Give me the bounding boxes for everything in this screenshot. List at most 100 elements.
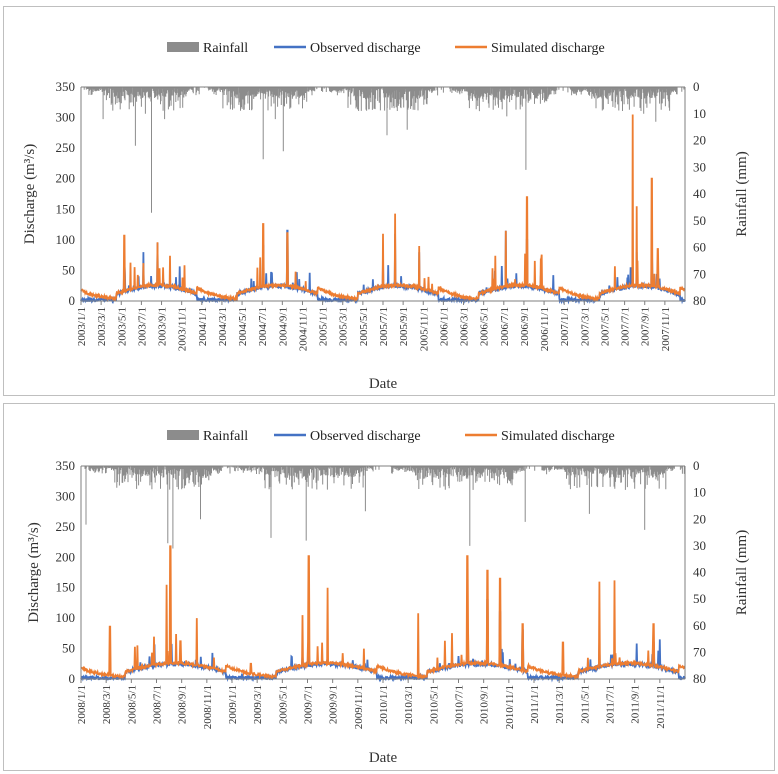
left-tick-label: 200 xyxy=(56,171,76,186)
legend: Rainfall Observed discharge Simulated disc… xyxy=(167,429,615,444)
legend-rainfall-swatch xyxy=(167,430,199,440)
x-tick-label: 2008/9/1 xyxy=(177,685,189,724)
right-tick-label: 70 xyxy=(693,644,706,659)
right-tick-label: 0 xyxy=(693,458,700,473)
x-tick-label: 2005/11/1 xyxy=(418,307,430,351)
x-tick-label: 2006/11/1 xyxy=(539,307,551,351)
x-tick-label: 2006/9/1 xyxy=(519,307,531,346)
x-tick-label: 2004/7/1 xyxy=(257,307,269,346)
right-axis-title: Rainfall (mm) xyxy=(734,530,750,615)
x-tick-label: 2006/7/1 xyxy=(499,307,511,346)
x-tick-label: 2003/3/1 xyxy=(96,307,108,346)
x-tick-label: 2003/5/1 xyxy=(116,307,128,346)
legend-simulated-label: Simulated discharge xyxy=(491,41,605,56)
left-axis-title: Discharge (m³/s) xyxy=(22,144,38,244)
x-tick-label: 2010/1/1 xyxy=(378,685,390,724)
simulated-discharge-line xyxy=(80,545,686,681)
x-tick-label: 2008/3/1 xyxy=(101,685,113,724)
x-axis-title: Date xyxy=(369,376,398,392)
left-tick-label: 350 xyxy=(56,79,76,94)
x-tick-label: 2011/1/1 xyxy=(529,685,541,724)
legend-observed-label: Observed discharge xyxy=(310,41,421,56)
x-tick-label: 2007/3/1 xyxy=(579,307,591,346)
rainfall-bars xyxy=(81,87,685,213)
right-tick-label: 60 xyxy=(693,240,706,255)
simulated-discharge-line xyxy=(80,114,686,303)
x-tick-label: 2004/1/1 xyxy=(197,307,209,346)
x-tick-label: 2010/5/1 xyxy=(428,685,440,724)
x-tick-label: 2007/9/1 xyxy=(640,307,652,346)
rainfall-bars xyxy=(84,466,685,549)
x-tick-label: 2005/5/1 xyxy=(358,307,370,346)
right-tick-label: 10 xyxy=(693,106,706,121)
x-tick-label: 2011/7/1 xyxy=(605,685,617,724)
x-tick-label: 2010/9/1 xyxy=(479,685,491,724)
legend-rainfall-swatch xyxy=(167,42,199,52)
right-tick-label: 60 xyxy=(693,618,706,633)
rainfall-series xyxy=(81,87,685,213)
x-tick-label: 2007/5/1 xyxy=(599,307,611,346)
x-tick-label: 2003/9/1 xyxy=(157,307,169,346)
left-tick-label: 100 xyxy=(56,610,76,625)
left-tick-label: 300 xyxy=(56,488,76,503)
x-tick-label: 2006/5/1 xyxy=(479,307,491,346)
x-tick-label: 2003/1/1 xyxy=(76,307,88,346)
x-tick-label: 2007/1/1 xyxy=(559,307,571,346)
right-tick-label: 80 xyxy=(693,671,706,686)
right-tick-label: 50 xyxy=(693,213,706,228)
right-tick-label: 30 xyxy=(693,159,706,174)
x-tick-label: 2011/9/1 xyxy=(630,685,642,724)
legend-rainfall-label: Rainfall xyxy=(203,429,248,444)
x-tick-label: 2010/7/1 xyxy=(454,685,466,724)
left-tick-label: 0 xyxy=(69,671,76,686)
right-axis-title: Rainfall (mm) xyxy=(734,151,750,236)
x-tick-label: 2011/5/1 xyxy=(579,685,591,724)
x-tick-label: 2005/9/1 xyxy=(398,307,410,346)
rainfall-series xyxy=(84,466,685,549)
legend-simulated-label: Simulated discharge xyxy=(501,429,615,444)
right-tick-label: 50 xyxy=(693,591,706,606)
x-tick-label: 2009/1/1 xyxy=(227,685,239,724)
left-tick-label: 350 xyxy=(56,458,76,473)
right-tick-label: 0 xyxy=(693,79,700,94)
left-tick-label: 150 xyxy=(56,580,76,595)
x-tick-label: 2006/3/1 xyxy=(459,307,471,346)
right-tick-label: 40 xyxy=(693,565,706,580)
right-tick-label: 40 xyxy=(693,186,706,201)
legend: Rainfall Observed discharge Simulated disc… xyxy=(167,41,605,56)
legend-rainfall-label: Rainfall xyxy=(203,41,248,56)
x-tick-label: 2009/3/1 xyxy=(252,685,264,724)
left-tick-label: 250 xyxy=(56,519,76,534)
left-tick-label: 300 xyxy=(56,110,76,125)
x-tick-label: 2005/1/1 xyxy=(318,307,330,346)
x-tick-label: 2003/7/1 xyxy=(136,307,148,346)
x-tick-label: 2008/7/1 xyxy=(152,685,164,724)
left-tick-label: 50 xyxy=(62,262,75,277)
left-tick-label: 50 xyxy=(62,641,75,656)
left-tick-label: 0 xyxy=(69,293,76,308)
x-tick-label: 2008/5/1 xyxy=(126,685,138,724)
x-tick-label: 2011/11/1 xyxy=(655,685,667,729)
x-tick-label: 2009/7/1 xyxy=(303,685,315,724)
x-tick-label: 2009/9/1 xyxy=(328,685,340,724)
x-tick-label: 2007/7/1 xyxy=(620,307,632,346)
right-tick-label: 80 xyxy=(693,293,706,308)
x-tick-label: 2005/7/1 xyxy=(378,307,390,346)
x-tick-label: 2004/11/1 xyxy=(297,307,309,351)
chart-panel-bottom: Rainfall Observed discharge Simulated disc… xyxy=(3,403,775,771)
chart-panel-top: Rainfall Observed discharge Simulated disc… xyxy=(3,6,775,396)
right-tick-label: 20 xyxy=(693,133,706,148)
x-tick-label: 2004/3/1 xyxy=(217,307,229,346)
right-tick-label: 20 xyxy=(693,511,706,526)
left-tick-label: 100 xyxy=(56,232,76,247)
x-tick-label: 2010/3/1 xyxy=(403,685,415,724)
left-tick-label: 250 xyxy=(56,140,76,155)
x-tick-label: 2004/9/1 xyxy=(277,307,289,346)
x-tick-label: 2006/1/1 xyxy=(438,307,450,346)
right-tick-label: 30 xyxy=(693,538,706,553)
left-tick-label: 150 xyxy=(56,201,76,216)
discharge-rainfall-chart-2008-2011: Rainfall Observed discharge Simulated disc… xyxy=(26,429,750,766)
x-tick-label: 2011/3/1 xyxy=(554,685,566,724)
x-tick-label: 2005/3/1 xyxy=(338,307,350,346)
right-tick-label: 70 xyxy=(693,266,706,281)
